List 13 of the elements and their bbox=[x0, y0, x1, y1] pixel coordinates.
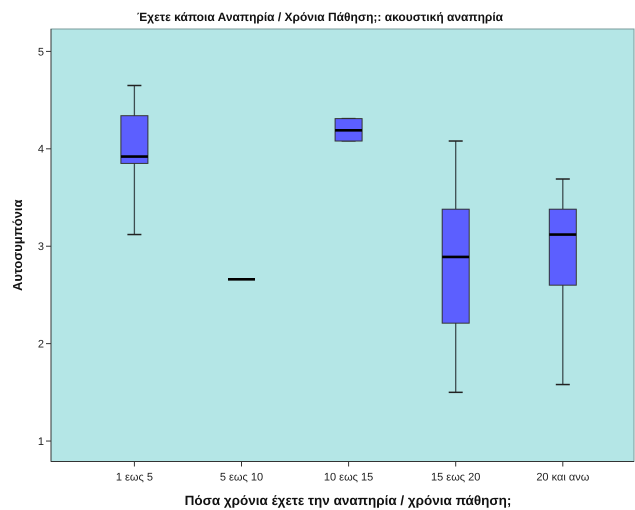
x-tick-label: 5 εως 10 bbox=[220, 472, 264, 484]
y-tick-label: 4 bbox=[38, 144, 44, 156]
y-tick-label: 3 bbox=[38, 241, 44, 254]
x-axis-title: Πόσα χρόνια έχετε την αναπηρία / χρόνια πάθηση; bbox=[184, 493, 512, 508]
x-tick-label: 20 και ανω bbox=[536, 472, 590, 484]
x-tick-label: 10 εως 15 bbox=[324, 472, 374, 484]
y-tick-label: 1 bbox=[38, 436, 44, 448]
y-axis-title: Αυτοσυμπόνια bbox=[10, 200, 25, 291]
y-tick-label: 2 bbox=[38, 338, 44, 350]
chart-title: Έχετε κάποια Αναπηρία / Χρόνια Πάθηση;: ακουστική αναπηρία bbox=[136, 10, 504, 24]
x-tick-label: 15 εως 20 bbox=[431, 472, 480, 484]
y-tick-label: 5 bbox=[38, 46, 44, 58]
x-tick-label: 1 εως 5 bbox=[116, 472, 153, 484]
